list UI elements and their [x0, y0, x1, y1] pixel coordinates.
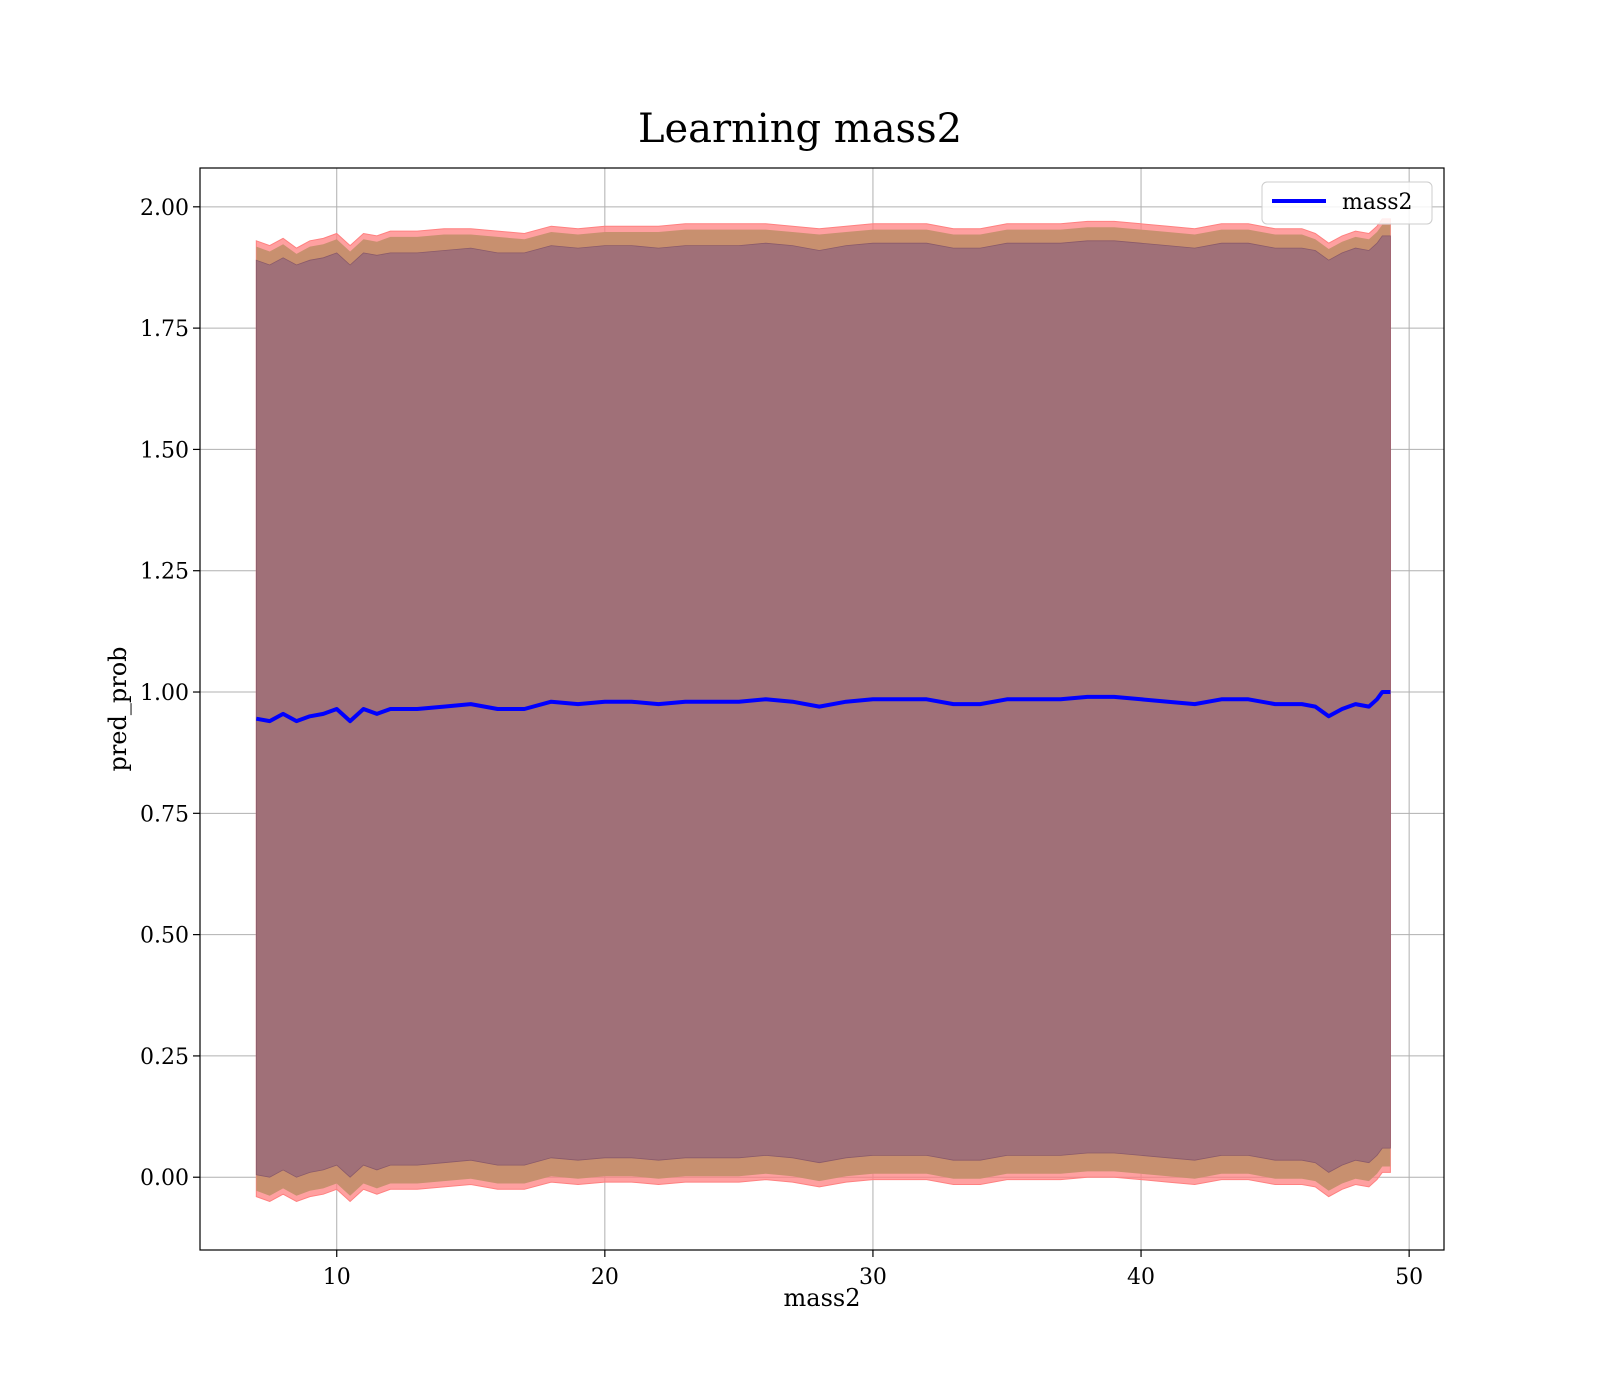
y-tick-label: 1.50 [140, 438, 189, 463]
y-tick-label: 2.00 [140, 196, 189, 221]
legend-label: mass2 [1342, 190, 1413, 215]
confidence-bands [255, 218, 1391, 1203]
y-tick-label: 0.25 [140, 1045, 189, 1070]
y-tick-label: 1.00 [140, 681, 189, 706]
x-tick-label: 10 [323, 1265, 351, 1290]
chart-title: Learning mass2 [638, 106, 962, 152]
legend: mass2 [1261, 181, 1433, 225]
axes: 10 20 30 40 50 0.00 0.25 0.50 0.75 1.00 1.25 1.50 1.… [140, 196, 1423, 1290]
y-tick-label: 0.75 [140, 802, 189, 827]
y-tick-label: 1.75 [140, 317, 189, 342]
x-axis-label: mass2 [784, 1284, 861, 1312]
y-tick-label: 0.00 [140, 1166, 189, 1191]
y-tick-label: 0.50 [140, 924, 189, 949]
x-tick-label: 40 [1127, 1265, 1155, 1290]
x-tick-label: 30 [859, 1265, 887, 1290]
series-line-mass2 [255, 690, 1391, 724]
x-tick-label: 20 [591, 1265, 619, 1290]
series-lines [255, 690, 1391, 724]
plot-frame [199, 167, 1445, 1251]
y-tick-label: 1.25 [140, 560, 189, 585]
x-tick-label: 50 [1395, 1265, 1423, 1290]
y-axis-label: pred_prob [104, 646, 132, 771]
legend-box [1261, 181, 1433, 225]
